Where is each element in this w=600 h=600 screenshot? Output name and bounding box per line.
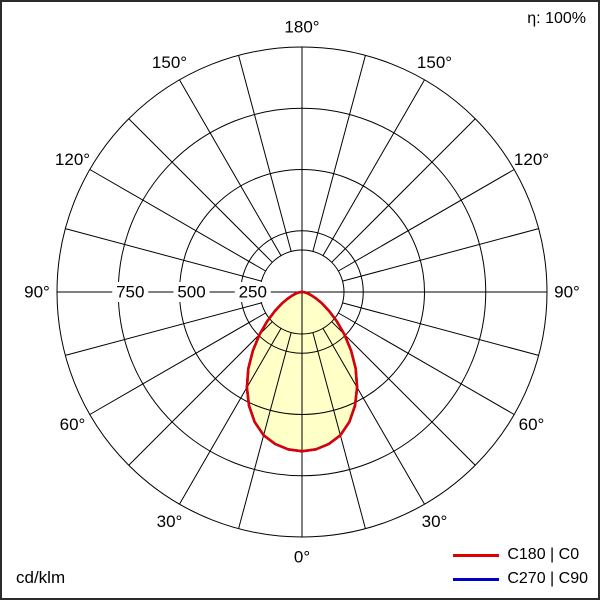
angle-label: 120° — [55, 150, 90, 169]
curve-c180-c0 — [245, 290, 359, 453]
legend-item-c90: C270 | C90 — [453, 570, 588, 588]
angle-label: 60° — [519, 415, 545, 434]
legend-line-blue-icon — [453, 577, 500, 581]
angle-label: 30° — [157, 512, 183, 531]
angle-label: 30° — [422, 512, 448, 531]
radial-tick-label: 500 — [177, 283, 205, 302]
angle-label: 120° — [514, 150, 549, 169]
radial-tick-bg — [234, 282, 271, 302]
legend-label-c90: C270 | C90 — [507, 570, 588, 587]
legend: C180 | C0 C270 | C90 — [453, 546, 588, 588]
unit-label: cd/klm — [16, 568, 66, 587]
radial-tick-label: 750 — [116, 283, 144, 302]
radial-tick-bg — [112, 282, 149, 302]
angle-label: 180° — [284, 18, 319, 37]
legend-label-c0: C180 | C0 — [507, 546, 580, 563]
angle-label: 150° — [152, 53, 187, 72]
legend-line-red-icon — [453, 553, 500, 557]
angle-label: 90° — [554, 283, 580, 302]
radial-tick-label: 250 — [239, 283, 267, 302]
radial-tick-bg — [173, 282, 210, 302]
angle-label: 150° — [417, 53, 452, 72]
angle-label: 90° — [24, 283, 50, 302]
angle-label: 0° — [294, 548, 310, 567]
efficiency-label: η: 100% — [527, 10, 586, 27]
angle-label: 60° — [60, 415, 86, 434]
legend-item-c0: C180 | C0 — [453, 546, 588, 564]
